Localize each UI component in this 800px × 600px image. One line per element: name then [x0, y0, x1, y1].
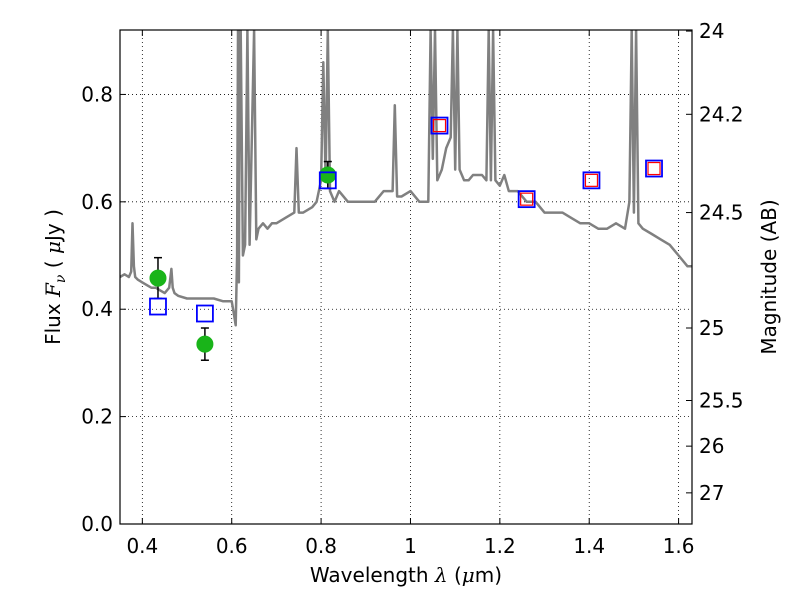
model-band-inner-square [647, 161, 661, 176]
observed-flux-point [319, 166, 337, 184]
y-axis-label-unit-open: ( [41, 254, 65, 275]
y-axis-label-symbol: F [41, 282, 65, 298]
model-band-square [645, 159, 663, 178]
x-tick-label: 0.6 [216, 534, 248, 558]
model-band-square [582, 171, 601, 190]
model-band-inner-square [432, 118, 447, 133]
model-spectrum-line [120, 30, 692, 327]
x-axis-label-unit-open: ( [448, 563, 462, 587]
model-band-square [430, 116, 449, 135]
x-tick-label: 1.6 [663, 534, 695, 558]
y-tick-label: 0.0 [81, 512, 113, 536]
model-band-inner-square [584, 173, 599, 187]
x-axis-label-symbol: λ [434, 563, 448, 587]
axis-ticks: 0.4 0.6 0.8 1 1.2 1.4 1.6 0.0 0.2 0.4 0.6 0.8 24 24.2… [81, 19, 743, 558]
y2-tick-label: 25 [699, 316, 724, 340]
x-tick-label: 0.8 [305, 534, 337, 558]
y-tick-label: 0.2 [81, 405, 113, 429]
x-axis-label-prefix: Wavelength [310, 563, 435, 587]
x-axis-label-unit-mu: μ [462, 563, 475, 587]
model-band-square [318, 171, 337, 190]
observed-flux-point [149, 269, 167, 287]
x-tick-label: 1.2 [484, 534, 516, 558]
y-tick-label: 0.6 [81, 190, 113, 214]
model-band-square [517, 190, 536, 209]
plot-data [120, 30, 692, 361]
observed-flux-point [196, 335, 214, 353]
y-tick-label: 0.8 [81, 82, 113, 106]
y-axis-label: Flux Fν ( μJy ) [41, 209, 69, 345]
x-tick-label: 1.4 [573, 534, 605, 558]
x-axis-label-unit-close: m) [475, 563, 502, 587]
y2-tick-label: 26 [699, 434, 724, 458]
y2-tick-label: 25.5 [699, 389, 744, 413]
y2-tick-label: 27 [699, 481, 724, 505]
y-axis-label-unit-mu: μ [41, 241, 65, 254]
y2-tick-label: 24.5 [699, 201, 744, 225]
y-tick-label: 0.4 [81, 297, 113, 321]
y2-tick-label: 24 [699, 19, 724, 43]
x-tick-label: 1 [404, 534, 417, 558]
y2-axis-label: Magnitude (AB) [757, 199, 781, 354]
y-axis-label-sub: ν [53, 274, 69, 283]
x-axis-label: Wavelength λ (μm) [310, 563, 502, 587]
y-axis-label-unit-close: Jy ) [41, 209, 65, 243]
model-band-inner-square [520, 192, 534, 206]
x-tick-label: 0.4 [126, 534, 158, 558]
model-band-square [149, 297, 167, 316]
plot-frame [119, 29, 693, 525]
model-band-square [196, 304, 214, 323]
y2-tick-label: 24.2 [699, 102, 744, 126]
y-axis-label-prefix: Flux [41, 297, 65, 345]
